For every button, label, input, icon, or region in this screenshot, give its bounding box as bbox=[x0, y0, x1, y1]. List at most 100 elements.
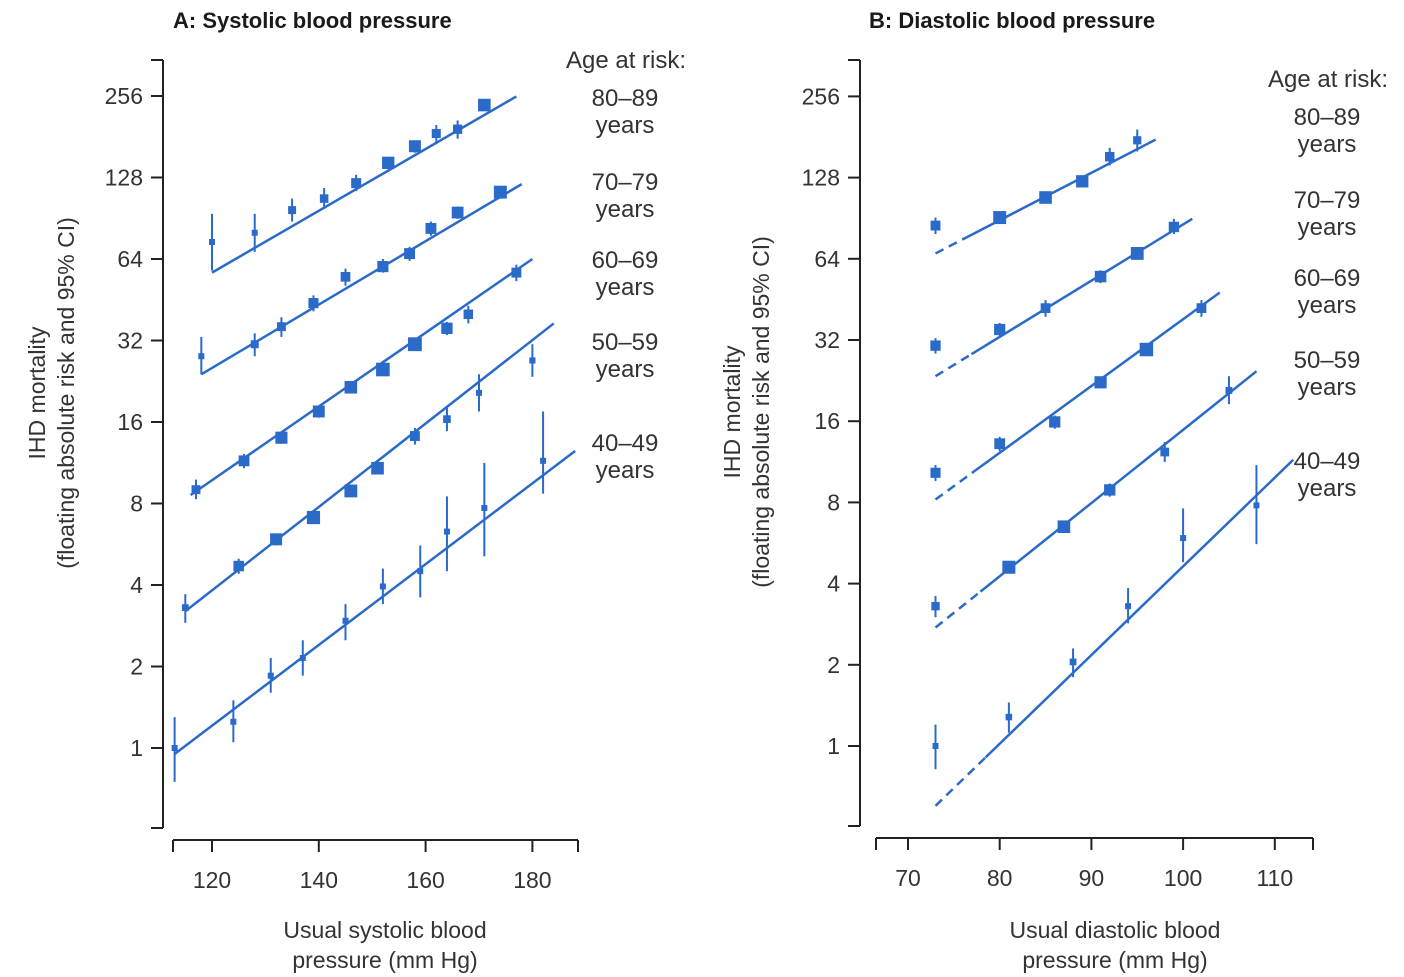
data-point bbox=[270, 533, 283, 546]
data-point bbox=[404, 248, 416, 260]
diastolic-y-axis-label: IHD mortality (floating absolute risk and… bbox=[719, 236, 774, 588]
fit-line bbox=[200, 183, 523, 376]
fit-line bbox=[184, 322, 555, 613]
data-point bbox=[1130, 247, 1144, 260]
systolic-y-tick-label: 32 bbox=[117, 328, 143, 354]
data-point bbox=[1168, 221, 1180, 233]
data-point bbox=[452, 124, 463, 134]
systolic-y-tick-label: 1 bbox=[130, 735, 143, 761]
data-point bbox=[930, 340, 941, 351]
diastolic-y-tick-label: 128 bbox=[802, 165, 840, 191]
systolic-y-axis-label-line: IHD mortality bbox=[24, 326, 50, 459]
systolic-x-tick-label: 160 bbox=[406, 867, 444, 893]
systolic-y-tick-label: 16 bbox=[117, 409, 143, 435]
data-point bbox=[191, 485, 201, 495]
systolic-legend-title: Age at risk: bbox=[566, 47, 686, 74]
fit-line bbox=[211, 95, 518, 274]
data-point bbox=[408, 337, 422, 352]
systolic-age-label-unit: years bbox=[596, 112, 655, 139]
data-point bbox=[994, 438, 1006, 450]
data-point bbox=[1076, 175, 1089, 188]
data-point bbox=[930, 467, 941, 478]
data-point bbox=[379, 583, 386, 590]
diastolic-y-tick-label: 16 bbox=[814, 408, 840, 434]
data-point bbox=[312, 405, 325, 418]
systolic-y-tick-label: 4 bbox=[130, 572, 143, 598]
systolic-age-label-unit: years bbox=[596, 356, 655, 383]
data-point bbox=[529, 357, 536, 364]
fit-line-extrapolated bbox=[934, 469, 977, 501]
data-point bbox=[443, 528, 450, 535]
systolic-age-label: 70–79 bbox=[592, 169, 659, 196]
data-point bbox=[1094, 270, 1107, 283]
systolic-age-label-unit: years bbox=[596, 274, 655, 301]
fit-line-extrapolated bbox=[934, 236, 967, 255]
diastolic-y-axis-label-line: (floating absolute risk and 95% CI) bbox=[748, 236, 774, 588]
data-point bbox=[377, 261, 389, 273]
data-point bbox=[478, 98, 491, 112]
data-point bbox=[1039, 191, 1052, 204]
data-point bbox=[930, 220, 941, 231]
diastolic-y-tick-label: 8 bbox=[827, 489, 840, 515]
data-point bbox=[1225, 387, 1233, 394]
data-point bbox=[344, 484, 358, 498]
systolic-age-label: 40–49 bbox=[592, 430, 659, 457]
data-point bbox=[1057, 520, 1071, 534]
diastolic-age-label: 70–79 bbox=[1294, 187, 1361, 214]
data-point bbox=[1049, 416, 1061, 428]
diastolic-panel: B: Diastolic blood pressure 1 2 4 8 16 32 64 128… bbox=[719, 8, 1388, 973]
systolic-age-label: 50–59 bbox=[592, 329, 659, 356]
data-point bbox=[230, 718, 237, 725]
data-point bbox=[1253, 502, 1260, 509]
diastolic-y-tick-label: 256 bbox=[802, 83, 840, 109]
data-point bbox=[1125, 603, 1132, 610]
systolic-x-tick-label: 120 bbox=[193, 867, 231, 893]
data-point bbox=[351, 178, 362, 189]
data-point bbox=[511, 267, 522, 278]
systolic-x-axis-label: pressure (mm Hg) bbox=[292, 947, 477, 973]
data-point bbox=[408, 140, 421, 153]
systolic-y-tick-label: 2 bbox=[130, 654, 143, 680]
data-point bbox=[181, 604, 189, 612]
data-point bbox=[1069, 658, 1077, 666]
diastolic-age-label-unit: years bbox=[1298, 292, 1357, 319]
diastolic-age-label-unit: years bbox=[1298, 374, 1357, 401]
data-point bbox=[443, 415, 451, 423]
data-point bbox=[308, 298, 319, 309]
diastolic-legend-title: Age at risk: bbox=[1268, 66, 1388, 93]
systolic-y-tick-label: 8 bbox=[130, 491, 143, 517]
data-point bbox=[1040, 303, 1051, 314]
data-point bbox=[288, 206, 297, 215]
data-point bbox=[1139, 342, 1154, 357]
diastolic-y-tick-label: 2 bbox=[827, 652, 840, 678]
systolic-y-tick-label: 128 bbox=[105, 165, 143, 191]
diastolic-x-tick-label: 70 bbox=[895, 865, 921, 891]
diastolic-x-tick-label: 100 bbox=[1164, 865, 1202, 891]
diastolic-age-label-unit: years bbox=[1298, 214, 1357, 241]
data-point bbox=[1002, 560, 1016, 574]
data-point bbox=[417, 568, 424, 575]
diastolic-y-axis-label-line: IHD mortality bbox=[719, 345, 745, 478]
diastolic-chart-title: B: Diastolic blood pressure bbox=[869, 8, 1155, 33]
fit-line-extrapolated bbox=[934, 590, 982, 629]
systolic-chart-title: A: Systolic blood pressure bbox=[173, 8, 452, 33]
data-point bbox=[319, 194, 329, 203]
data-point bbox=[344, 380, 358, 394]
data-point bbox=[1005, 713, 1013, 721]
diastolic-y-tick-label: 64 bbox=[814, 246, 840, 272]
data-point bbox=[481, 504, 488, 511]
data-point bbox=[451, 206, 464, 219]
systolic-y-tick-label: 256 bbox=[105, 83, 143, 109]
data-point bbox=[371, 461, 384, 475]
data-point bbox=[376, 362, 390, 377]
data-point bbox=[431, 129, 441, 139]
data-point bbox=[1160, 447, 1170, 457]
diastolic-x-tick-label: 80 bbox=[987, 865, 1013, 891]
